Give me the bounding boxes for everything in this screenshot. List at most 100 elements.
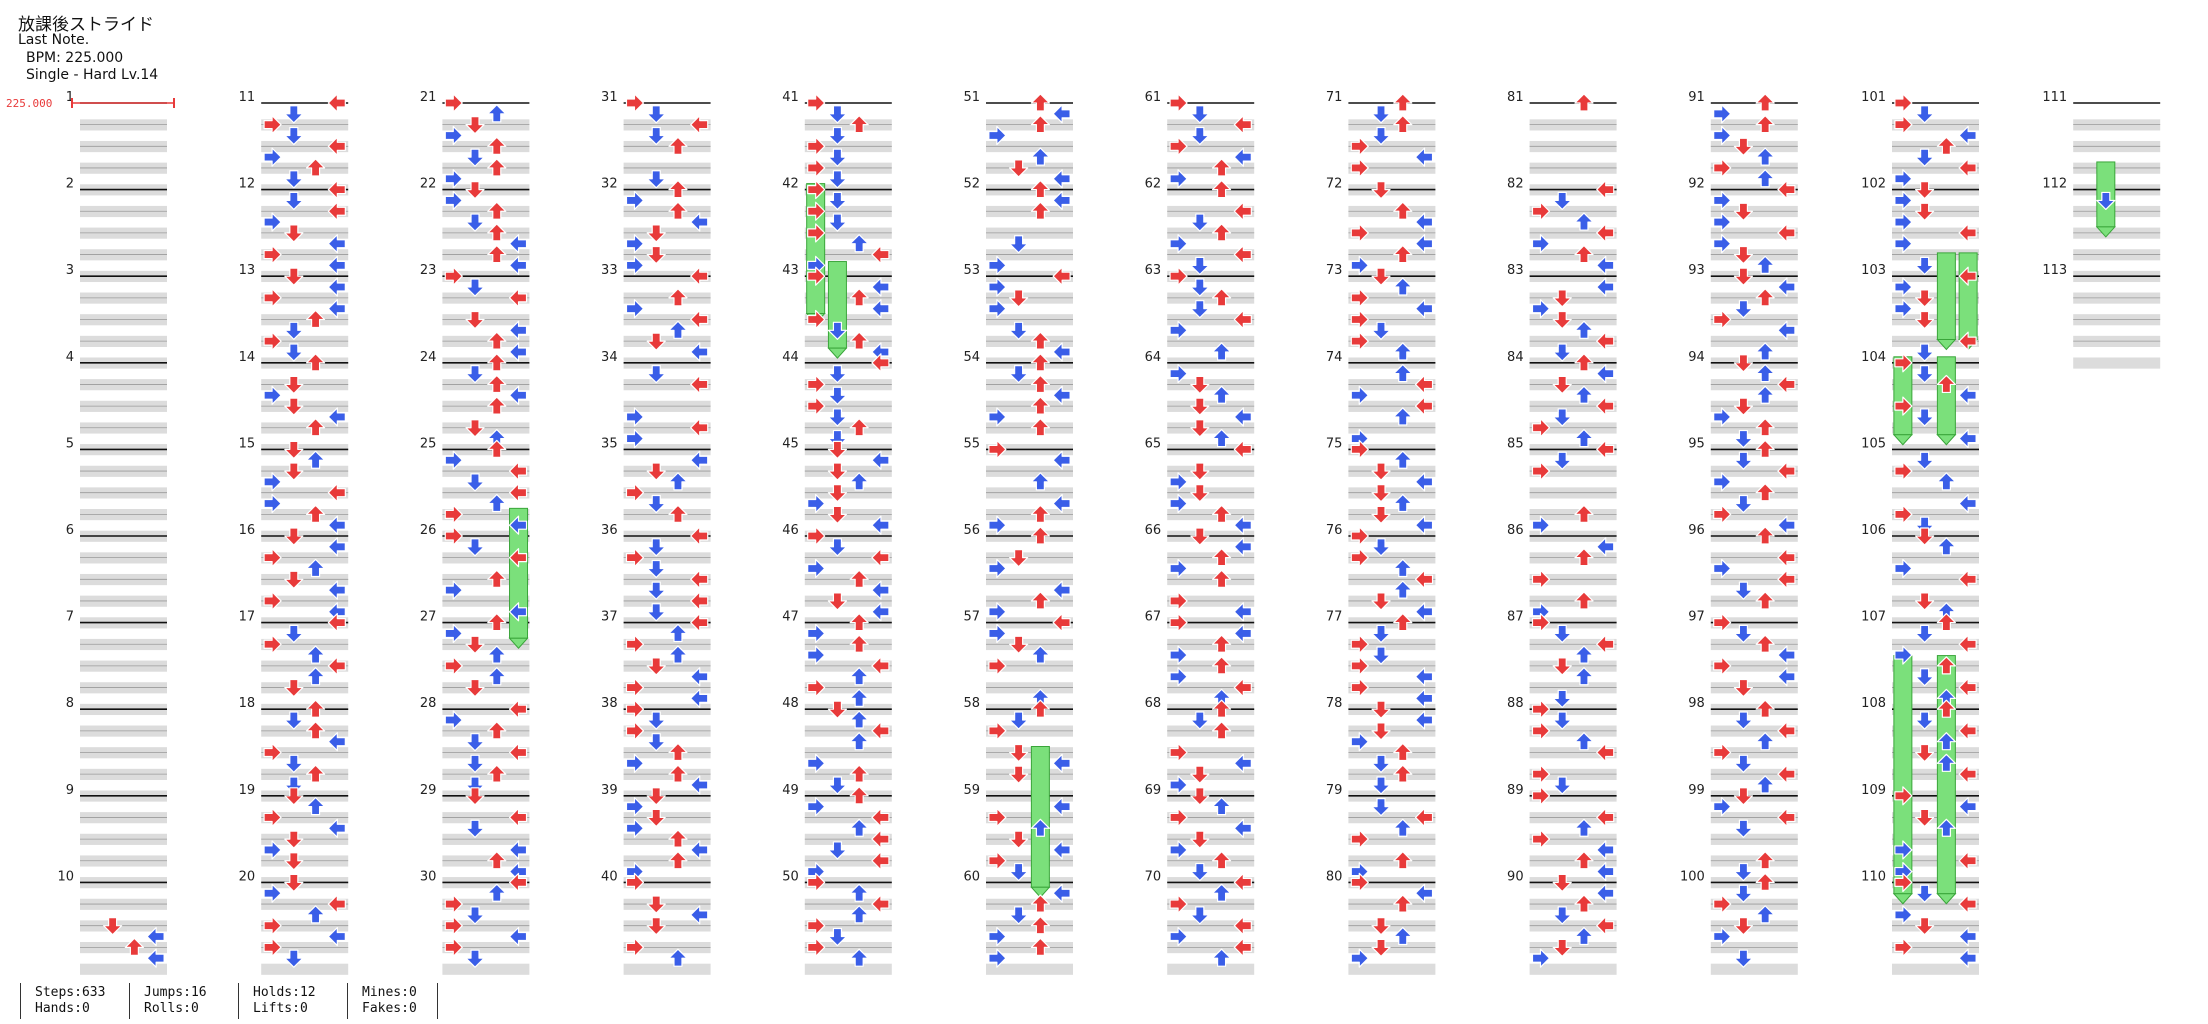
measure-number: 110 [1861,869,1886,884]
right-arrow-icon [508,699,528,719]
left-arrow-icon [1350,309,1369,330]
measure-number: 79 [1326,783,1343,798]
right-arrow-icon [1414,396,1434,416]
hold-tail [508,637,529,649]
up-arrow-icon [487,201,507,220]
up-arrow-icon [1574,428,1594,448]
up-arrow-icon [1211,797,1232,816]
up-arrow-icon [1755,483,1775,502]
left-arrow-icon [1713,612,1732,633]
up-arrow-icon [305,158,326,177]
down-arrow-icon [646,787,666,806]
right-arrow-icon [327,894,346,914]
down-arrow-icon [1915,624,1935,644]
down-arrow-icon [284,440,304,459]
up-arrow-icon [849,472,869,491]
measure-number: 101 [1861,90,1886,105]
left-arrow-icon [807,645,826,665]
up-arrow-icon [487,493,507,513]
down-arrow-icon [1552,451,1572,470]
up-arrow-icon [1030,937,1050,956]
down-arrow-icon [1009,906,1029,925]
up-arrow-icon [1755,364,1775,383]
up-arrow-icon [1030,591,1050,610]
down-arrow-icon [1009,159,1029,178]
up-arrow-icon [1574,93,1594,112]
left-arrow-icon [625,797,645,817]
measure-number: 75 [1326,436,1343,451]
right-arrow-icon [508,872,528,893]
measure-number: 106 [1861,523,1886,538]
hold-tail [827,347,848,359]
measure-number: 22 [420,177,437,192]
up-arrow-icon [849,786,869,805]
down-arrow-icon [1371,538,1391,557]
right-arrow-icon [1414,667,1434,687]
right-arrow-icon [1596,223,1615,243]
down-arrow-icon [1371,126,1391,146]
up-arrow-icon [1030,396,1050,415]
up-arrow-icon [1393,115,1413,134]
left-arrow-icon [625,753,645,773]
left-arrow-icon [263,385,282,405]
down-arrow-icon [1371,938,1391,957]
down-arrow-icon [1009,711,1029,730]
up-arrow-icon [1211,548,1232,567]
up-arrow-icon [849,331,869,350]
right-arrow-icon [690,905,709,925]
right-arrow-icon [508,548,528,568]
down-arrow-icon [646,711,666,730]
measure-number: 69 [1145,783,1162,798]
down-arrow-icon [646,126,666,146]
right-arrow-icon [327,234,346,254]
left-arrow-icon [625,721,645,741]
measure-number: 11 [239,90,256,105]
left-arrow-icon [263,331,282,351]
down-arrow-icon [465,473,485,492]
left-arrow-icon [807,558,826,579]
measure-number: 113 [2042,263,2067,278]
left-arrow-icon [988,515,1007,535]
down-arrow-icon [1733,787,1754,806]
down-arrow-icon [1733,884,1754,903]
down-arrow-icon [284,830,304,849]
bpm-change-marker: 225.000 [6,97,175,110]
hold-tail [1892,893,1914,905]
down-arrow-icon [1733,300,1754,319]
up-arrow-icon [849,688,869,707]
measure-number: 103 [1861,263,1886,278]
right-arrow-icon [1233,916,1252,936]
left-arrow-icon [1713,104,1732,124]
left-arrow-icon [1531,764,1551,784]
right-arrow-icon [1777,667,1796,687]
down-arrow-icon [646,808,666,828]
left-arrow-icon [1169,742,1188,763]
down-arrow-icon [827,440,848,459]
left-arrow-icon [1350,634,1369,654]
down-arrow-icon [1190,256,1210,275]
down-arrow-icon [1915,668,1935,687]
right-arrow-icon [146,926,165,947]
measure-number: 20 [239,869,256,884]
down-arrow-icon [465,148,485,167]
down-arrow-icon [1915,808,1935,828]
measure-number: 99 [1688,783,1705,798]
up-arrow-icon [305,309,326,329]
down-arrow-icon [1552,711,1572,730]
down-arrow-icon [1190,397,1210,416]
right-arrow-icon [1777,223,1796,243]
right-arrow-icon [871,277,890,297]
down-arrow-icon [2096,191,2116,211]
measure-number: 87 [1507,610,1524,625]
down-arrow-icon [646,581,666,600]
up-arrow-icon [1211,504,1232,523]
up-arrow-icon [1755,732,1775,751]
beat-band [1529,963,1617,975]
down-arrow-icon [646,657,666,676]
measure-number: 84 [1507,350,1524,365]
hold-note [1936,356,1956,436]
right-arrow-icon [1596,277,1615,297]
down-arrow-icon [1371,484,1391,503]
left-arrow-icon [1169,472,1188,492]
beat-band [2073,357,2161,369]
